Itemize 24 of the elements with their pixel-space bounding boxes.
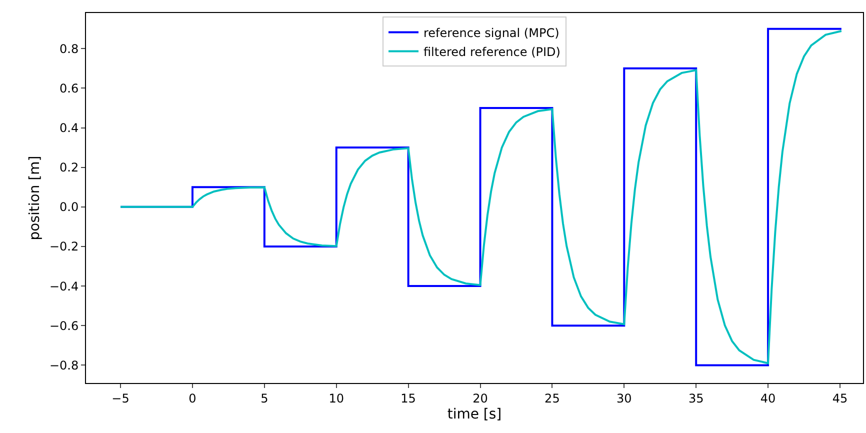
- y-tick-label: 0.4: [60, 120, 79, 135]
- x-tick-label: 5: [260, 391, 268, 406]
- y-tick-label: 0.2: [60, 160, 79, 175]
- y-tick-label: 0.8: [60, 42, 79, 56]
- x-tick-label: 30: [616, 391, 632, 406]
- x-tick-label: 10: [328, 391, 344, 406]
- x-tick-label: 25: [544, 391, 560, 406]
- legend-label: filtered reference (PID): [424, 44, 560, 59]
- x-tick-label: 45: [832, 391, 848, 406]
- y-axis-title: position [m]: [27, 156, 44, 240]
- legend-label: reference signal (MPC): [424, 26, 560, 40]
- y-tick-label: −0.4: [49, 279, 79, 294]
- y-tick-label: 0.0: [60, 200, 79, 214]
- x-tick-label: 0: [188, 391, 196, 406]
- y-tick-label: −0.8: [49, 358, 79, 372]
- y-tick-label: −0.6: [49, 318, 79, 333]
- x-tick-label: 20: [472, 391, 488, 406]
- y-tick-label: −0.2: [49, 240, 79, 254]
- x-tick-label: −5: [112, 391, 130, 406]
- x-tick-label: 35: [688, 391, 704, 406]
- x-axis-title: time [s]: [447, 406, 502, 423]
- x-tick-label: 40: [760, 391, 776, 406]
- y-tick-label: 0.6: [60, 81, 79, 96]
- x-tick-label: 15: [400, 391, 416, 406]
